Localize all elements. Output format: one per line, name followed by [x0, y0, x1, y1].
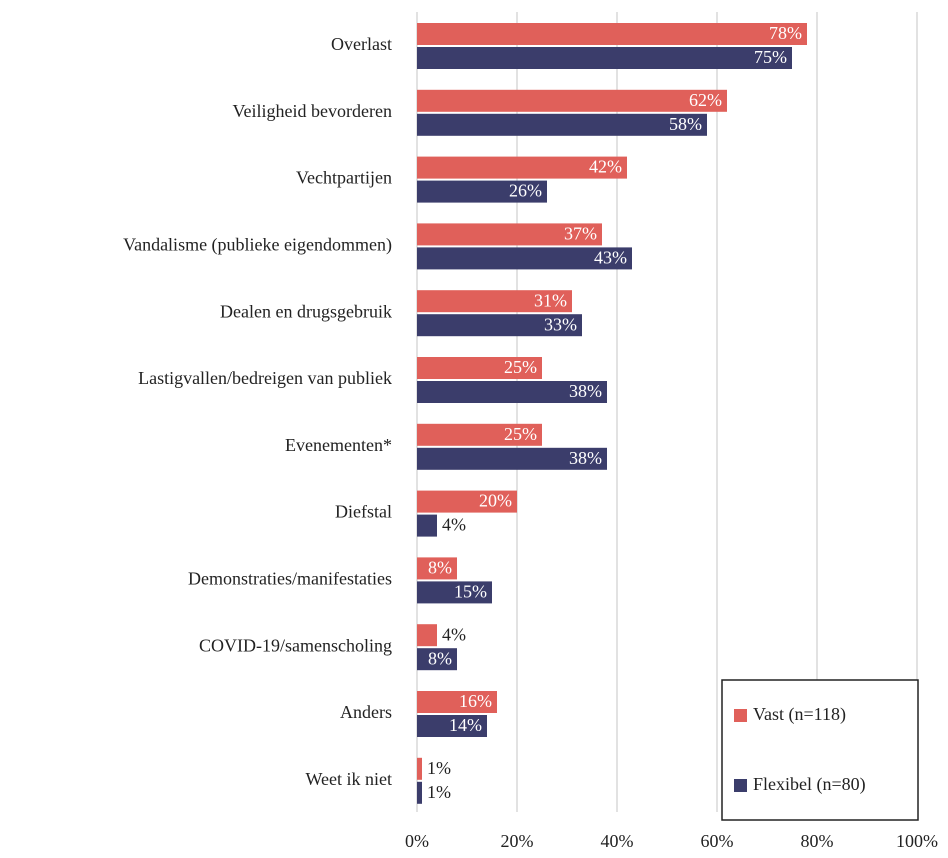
category-label: Diefstal: [335, 502, 392, 522]
x-tick-label: 80%: [801, 831, 834, 851]
bar: [417, 715, 487, 737]
category-label: Veiligheid bevorderen: [233, 101, 392, 121]
x-tick-label: 0%: [405, 831, 429, 851]
value-label: 26%: [509, 181, 542, 201]
bar: [417, 89, 727, 112]
category-label: Anders: [340, 702, 392, 722]
value-label: 25%: [504, 424, 537, 444]
category-label: Vandalisme (publieke eigendommen): [123, 235, 392, 256]
legend-swatch: [734, 709, 747, 722]
bar: [417, 624, 437, 647]
bar: [417, 423, 542, 446]
legend-box: [721, 679, 919, 821]
value-label: 16%: [459, 691, 492, 711]
category-label: Vechtpartijen: [296, 168, 392, 188]
bar: [417, 757, 422, 780]
bar: [417, 247, 632, 270]
bar: [417, 514, 437, 537]
x-tick-label: 40%: [601, 831, 634, 851]
value-label: 25%: [504, 357, 537, 377]
value-label: 42%: [589, 157, 622, 177]
value-label: 20%: [479, 491, 512, 511]
value-label: 38%: [569, 448, 602, 468]
category-label: Weet ik niet: [305, 769, 392, 789]
value-label: 78%: [769, 23, 802, 43]
bar: [417, 314, 582, 337]
value-label: 62%: [689, 90, 722, 110]
legend-label: Vast (n=118): [753, 704, 846, 725]
value-label: 58%: [669, 114, 702, 134]
legend-label: Flexibel (n=80): [753, 774, 866, 795]
value-label: 33%: [544, 314, 577, 334]
value-label: 43%: [594, 248, 627, 268]
value-label: 8%: [428, 648, 452, 668]
bar: [417, 557, 457, 580]
x-tick-label: 60%: [701, 831, 734, 851]
value-label: 1%: [427, 758, 451, 778]
bar: [417, 381, 607, 403]
bar: [417, 490, 517, 513]
value-label: 8%: [428, 558, 452, 578]
value-label: 75%: [754, 47, 787, 67]
category-label: Evenementen*: [285, 435, 392, 455]
value-label: 1%: [427, 782, 451, 802]
value-label: 4%: [442, 624, 466, 644]
bar: [417, 781, 422, 804]
value-label: 31%: [534, 290, 567, 310]
bar: [417, 180, 547, 203]
x-tick-label: 20%: [501, 831, 534, 851]
bar: [417, 23, 807, 45]
category-label: COVID-19/samenscholing: [199, 635, 392, 655]
bar: [417, 447, 607, 470]
category-label: Demonstraties/manifestaties: [188, 569, 392, 589]
bar: [417, 223, 602, 246]
category-label: Overlast: [331, 34, 392, 54]
bar: [417, 581, 492, 604]
bar: [417, 113, 707, 136]
bar: [417, 648, 457, 671]
category-label: Dealen en drugsgebruik: [220, 301, 392, 321]
value-label: 14%: [449, 715, 482, 735]
value-label: 38%: [569, 381, 602, 401]
bar: [417, 156, 627, 179]
bar: [417, 290, 572, 313]
x-tick-label: 100%: [896, 831, 938, 851]
value-label: 37%: [564, 224, 597, 244]
value-label: 15%: [454, 582, 487, 602]
value-label: 4%: [442, 515, 466, 535]
category-label: Lastigvallen/bedreigen van publiek: [138, 368, 392, 388]
bar: [417, 691, 497, 713]
legend-swatch: [734, 779, 747, 792]
bar: [417, 357, 542, 379]
bar: [417, 47, 792, 69]
